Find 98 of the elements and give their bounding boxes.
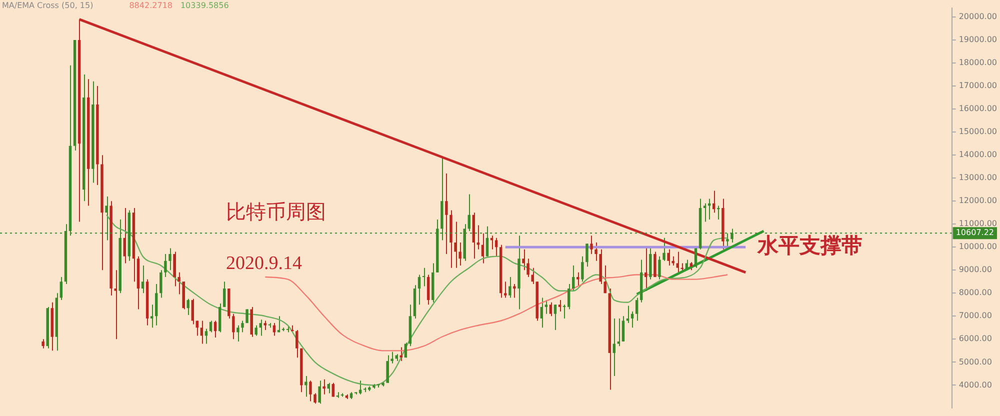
candlestick [558, 300, 562, 312]
candlestick [42, 338, 44, 349]
candlestick [581, 256, 584, 282]
candlestick [160, 270, 162, 298]
y-tick-label: 19000.00 [958, 35, 997, 44]
candlestick [204, 328, 208, 344]
candlestick [617, 318, 620, 347]
text: 2020.9.14 [226, 252, 302, 274]
candlestick [186, 298, 190, 316]
candlestick [590, 235, 593, 255]
candlestick [649, 248, 652, 280]
candlestick [422, 267, 426, 287]
candlestick [586, 243, 588, 268]
candlestick [445, 172, 448, 255]
candlestick [327, 382, 330, 394]
candlestick [562, 304, 566, 319]
candlestick [214, 320, 217, 338]
candlestick [626, 305, 630, 324]
candlestick [309, 380, 312, 402]
candlestick [418, 274, 421, 306]
candlestick [540, 297, 543, 328]
y-tick-label: 18000.00 [958, 58, 997, 68]
candlestick [277, 316, 280, 333]
candlestick [241, 320, 244, 333]
candlestick [549, 302, 552, 317]
annotation: 8842.2718 [129, 1, 172, 10]
candlestick [318, 380, 321, 404]
candlestick [426, 274, 430, 306]
candlestick [123, 208, 126, 264]
candlestick [658, 256, 661, 280]
candlestick [114, 270, 117, 340]
y-tick-label: 7000.00 [958, 311, 992, 320]
candlestick [635, 297, 638, 322]
candlestick [717, 205, 720, 220]
candlestick [404, 342, 408, 358]
candlestick [168, 248, 172, 271]
candlestick [481, 232, 484, 264]
candlestick [232, 313, 235, 340]
ref-line-label: 10607.22 [956, 228, 994, 238]
y-tick-label: 10000.00 [958, 242, 997, 252]
candlestick [594, 242, 598, 262]
annotation: MA/EMA Cross (50, 15) [2, 1, 94, 10]
candlestick [576, 272, 580, 287]
series-label: 水平支撑带 [756, 234, 863, 258]
candlestick [703, 202, 706, 222]
candlestick [304, 375, 308, 398]
y-tick-label: 20000.00 [958, 12, 997, 22]
candlestick [200, 320, 204, 344]
candlestick [694, 246, 698, 268]
candlestick [322, 378, 326, 395]
candlestick [476, 224, 480, 250]
y-tick-label: 14000.00 [958, 150, 997, 160]
candlestick [164, 254, 167, 278]
y-tick-label: 5000.00 [958, 357, 992, 366]
candlestick [254, 324, 258, 336]
candlestick [272, 322, 276, 336]
candlestick [468, 194, 470, 232]
candlestick [155, 283, 158, 326]
candlestick [630, 311, 634, 328]
candlestick [60, 276, 63, 301]
annotation: 10339.5856 [180, 1, 229, 10]
candlestick [504, 281, 507, 298]
candlestick [296, 329, 298, 358]
candlestick [572, 265, 575, 292]
y-tick-label: 4000.00 [958, 380, 992, 390]
y-tick-label: 11000.00 [958, 219, 997, 228]
y-tick-label: 15000.00 [958, 127, 997, 136]
text: 比特币周图 [226, 201, 326, 224]
candlestick [544, 300, 548, 314]
candlestick [494, 237, 498, 257]
candlestick [264, 320, 267, 330]
y-tick-label: 9000.00 [958, 265, 992, 274]
y-tick-label: 16000.00 [958, 104, 997, 114]
y-tick-label: 8000.00 [958, 288, 992, 298]
candlestick [259, 319, 262, 336]
candlestick [622, 316, 625, 342]
candlestick [390, 351, 394, 364]
candlestick [236, 324, 240, 342]
y-tick-label: 6000.00 [958, 334, 992, 344]
candlestick [191, 298, 194, 325]
candlestick [513, 283, 516, 298]
candlestick [644, 246, 648, 292]
candlestick [567, 283, 570, 310]
candlestick [332, 382, 334, 398]
y-tick-label: 12000.00 [958, 196, 997, 206]
candlestick [150, 304, 154, 328]
candlestick [209, 320, 212, 333]
candlestick [223, 281, 226, 308]
candlestick [554, 304, 557, 330]
candlestick [662, 237, 666, 262]
candlestick [654, 251, 656, 278]
candlestick [314, 392, 316, 404]
candlestick [141, 265, 144, 294]
y-tick-label: 17000.00 [958, 81, 997, 90]
candlestick [508, 276, 512, 298]
y-tick-label: 13000.00 [958, 173, 997, 182]
candlestick [612, 318, 616, 376]
candlestick [676, 251, 679, 273]
